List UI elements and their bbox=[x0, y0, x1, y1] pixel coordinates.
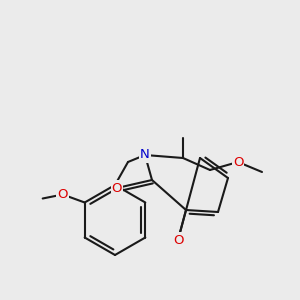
Text: N: N bbox=[140, 148, 150, 161]
Text: O: O bbox=[173, 233, 183, 247]
Text: O: O bbox=[112, 182, 122, 194]
Text: O: O bbox=[233, 155, 243, 169]
Text: O: O bbox=[57, 188, 68, 201]
